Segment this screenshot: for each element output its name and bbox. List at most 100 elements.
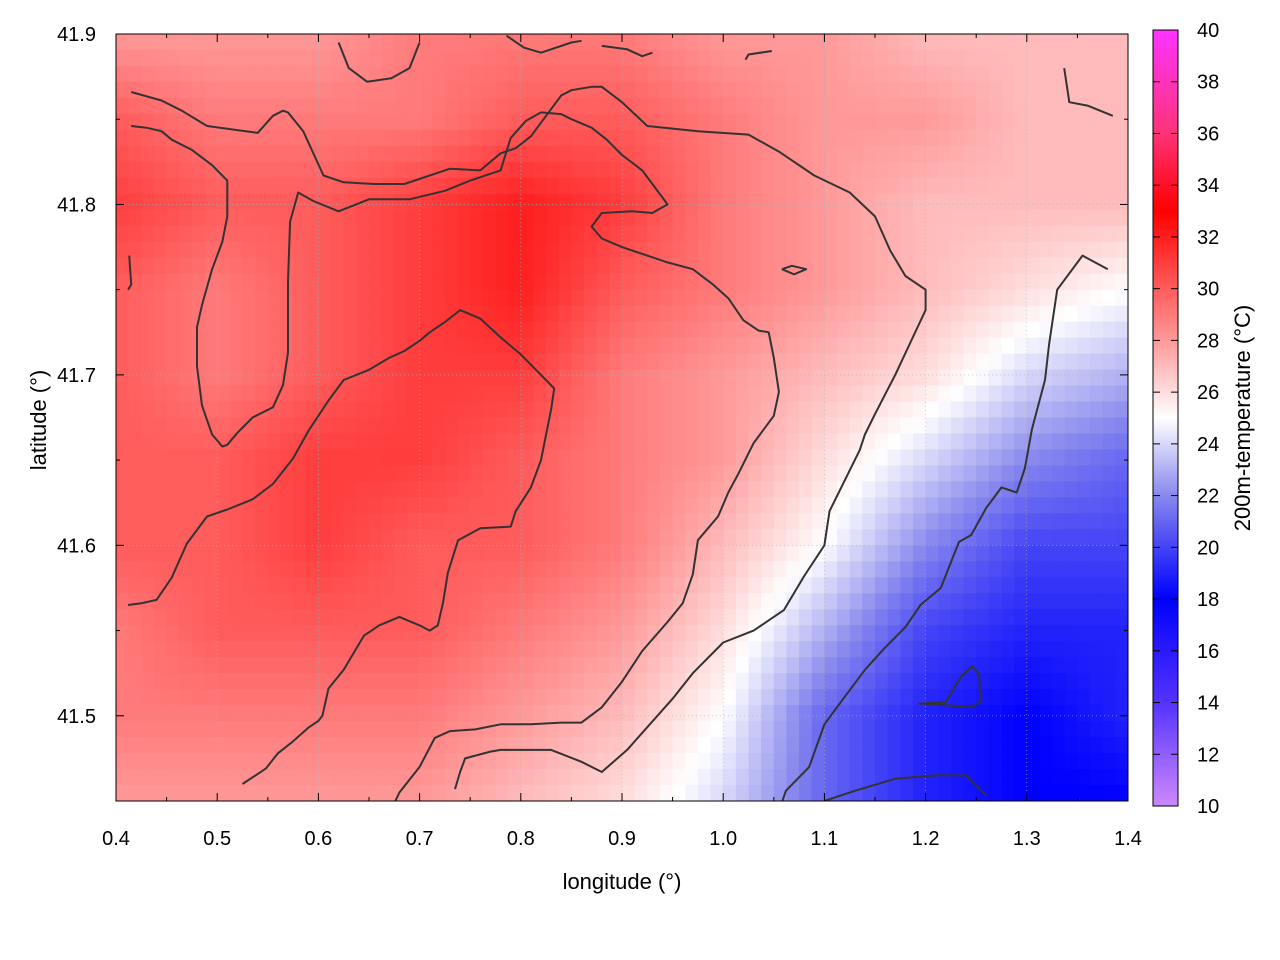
- heat-cell: [153, 737, 168, 754]
- heat-cell: [837, 97, 851, 115]
- heat-cell: [1026, 577, 1041, 594]
- heat-cell: [786, 753, 800, 770]
- heat-cell: [470, 241, 484, 259]
- heat-cell: [356, 481, 370, 498]
- heat-cell: [369, 657, 383, 674]
- heat-cell: [204, 657, 218, 674]
- heat-cell: [369, 113, 383, 131]
- heat-cell: [153, 161, 168, 179]
- heat-cell: [191, 65, 206, 83]
- heat-cell: [280, 609, 294, 626]
- heat-cell: [938, 161, 952, 179]
- heat-cell: [1090, 753, 1104, 770]
- heat-cell: [280, 161, 294, 179]
- heat-cell: [444, 673, 459, 690]
- heat-cell: [697, 129, 712, 147]
- heat-cell: [470, 49, 484, 67]
- heat-cell: [255, 449, 269, 467]
- heat-cell: [723, 273, 737, 291]
- heat-cell: [280, 465, 294, 483]
- heat-cell: [761, 305, 775, 323]
- heat-cell: [293, 465, 307, 483]
- heat-cell: [495, 609, 509, 626]
- heat-cell: [647, 353, 661, 371]
- heat-cell: [584, 481, 598, 498]
- heat-cell: [849, 769, 863, 786]
- heat-cell: [1014, 241, 1028, 259]
- heat-cell: [116, 209, 130, 227]
- heat-cell: [761, 561, 775, 578]
- heat-cell: [280, 513, 294, 530]
- heat-cell: [419, 321, 433, 339]
- heat-cell: [988, 401, 1003, 419]
- heat-cell: [862, 65, 876, 83]
- heat-cell: [849, 257, 863, 275]
- heat-cell: [963, 673, 977, 690]
- heat-cell: [862, 481, 876, 498]
- heat-cell: [179, 705, 193, 722]
- heat-cell: [520, 49, 535, 67]
- heat-cell: [267, 321, 282, 339]
- heat-cell: [824, 369, 838, 387]
- heat-cell: [495, 417, 509, 435]
- heat-cell: [432, 705, 446, 722]
- heat-cell: [305, 625, 319, 642]
- heat-cell: [457, 497, 471, 514]
- heat-cell: [1064, 545, 1078, 562]
- heat-cell: [938, 145, 952, 163]
- heat-cell: [1102, 145, 1116, 163]
- heat-cell: [659, 577, 674, 594]
- heat-cell: [495, 593, 509, 610]
- heat-cell: [520, 689, 535, 706]
- heat-cell: [1064, 689, 1078, 706]
- heat-cell: [634, 209, 648, 227]
- heat-cell: [444, 209, 459, 227]
- heat-cell: [1090, 513, 1104, 530]
- heat-cell: [647, 689, 661, 706]
- heat-cell: [622, 513, 636, 530]
- heat-cell: [166, 417, 180, 435]
- heat-cell: [1052, 561, 1066, 578]
- heat-cell: [710, 369, 724, 387]
- heat-cell: [394, 241, 408, 259]
- heat-cell: [419, 305, 433, 323]
- heat-cell: [153, 177, 168, 195]
- heat-cell: [204, 577, 218, 594]
- heat-cell: [609, 545, 623, 562]
- heat-cell: [659, 465, 674, 483]
- heat-cell: [1039, 113, 1053, 131]
- heat-cell: [331, 337, 345, 355]
- heat-cell: [773, 737, 788, 754]
- heat-cell: [849, 337, 863, 355]
- heat-cell: [1001, 465, 1015, 483]
- heat-cell: [925, 785, 939, 801]
- heat-cell: [204, 177, 218, 195]
- heat-cell: [1039, 161, 1053, 179]
- heat-cell: [988, 481, 1003, 498]
- heat-cell: [1001, 497, 1015, 514]
- heat-cell: [697, 641, 712, 658]
- heat-cell: [672, 529, 686, 546]
- heat-cell: [369, 161, 383, 179]
- heat-cell: [318, 737, 332, 754]
- heat-cell: [457, 337, 471, 355]
- heat-cell: [533, 97, 547, 115]
- heat-cell: [862, 113, 876, 131]
- heat-cell: [710, 225, 724, 243]
- heat-cell: [1077, 593, 1091, 610]
- heat-cell: [571, 641, 585, 658]
- heat-cell: [1115, 529, 1128, 546]
- heat-cell: [659, 273, 674, 291]
- heat-cell: [229, 34, 244, 51]
- heat-cell: [609, 49, 623, 67]
- heat-cell: [596, 657, 610, 674]
- heat-cell: [988, 193, 1003, 211]
- heat-cell: [419, 113, 433, 131]
- heat-cell: [976, 545, 990, 562]
- heat-cell: [1102, 657, 1116, 674]
- heat-cell: [1014, 657, 1028, 674]
- heat-cell: [697, 785, 712, 801]
- heat-cell: [520, 225, 535, 243]
- heat-cell: [128, 449, 142, 467]
- heat-cell: [622, 577, 636, 594]
